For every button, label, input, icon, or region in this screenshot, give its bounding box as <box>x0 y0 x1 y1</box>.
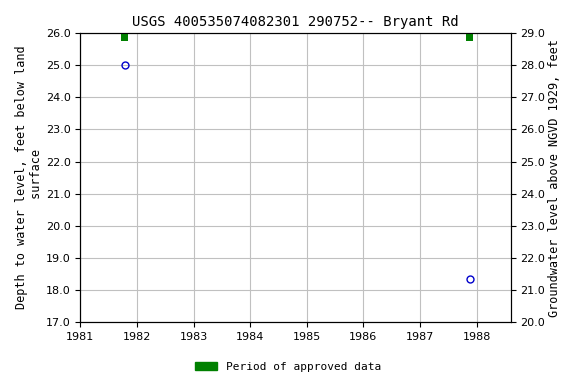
Legend: Period of approved data: Period of approved data <box>191 358 385 377</box>
Title: USGS 400535074082301 290752-- Bryant Rd: USGS 400535074082301 290752-- Bryant Rd <box>132 15 459 29</box>
Y-axis label: Depth to water level, feet below land
 surface: Depth to water level, feet below land su… <box>15 46 43 310</box>
Bar <box>121 30 128 41</box>
Y-axis label: Groundwater level above NGVD 1929, feet: Groundwater level above NGVD 1929, feet <box>548 39 561 317</box>
Bar <box>467 30 473 41</box>
